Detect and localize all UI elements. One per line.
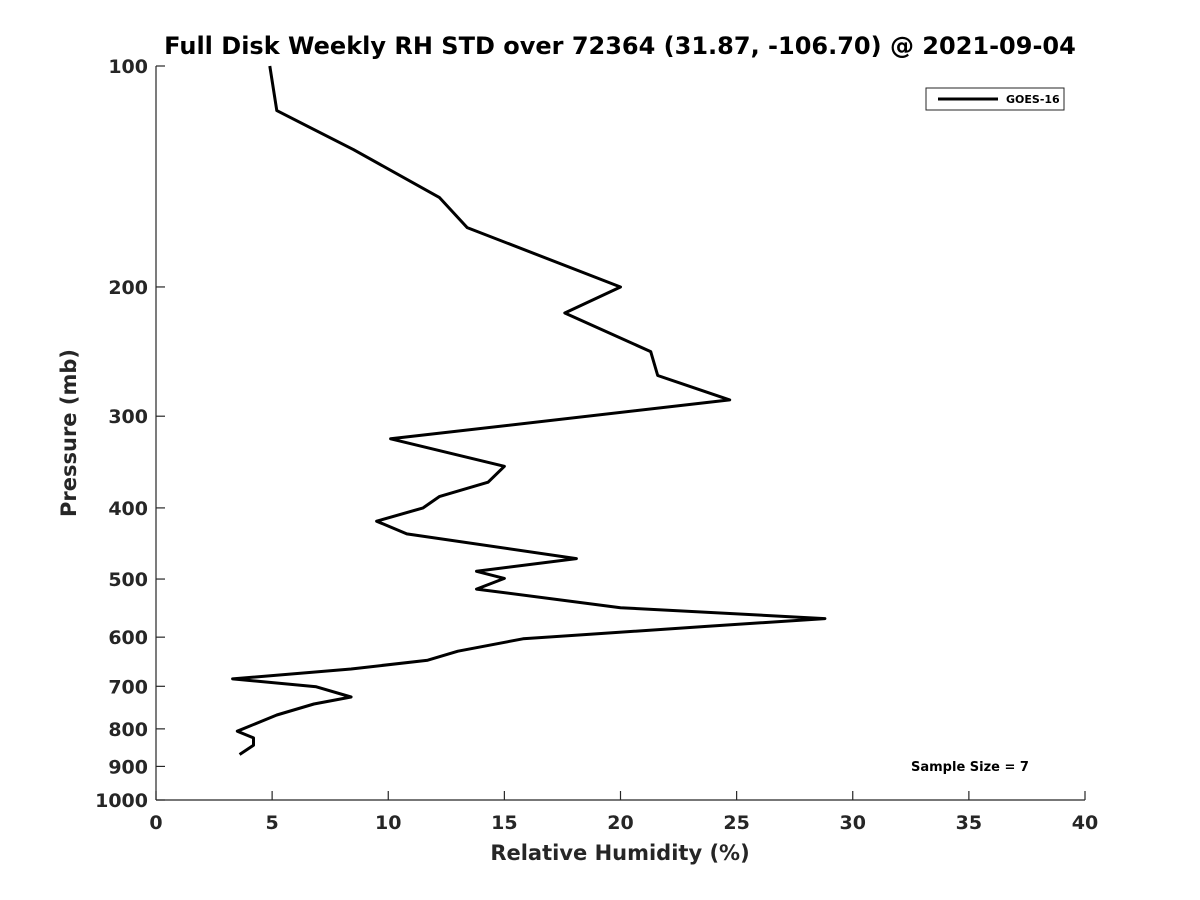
sample-size-annotation: Sample Size = 7 <box>911 760 1029 775</box>
legend: GOES-16 <box>925 87 1065 111</box>
chart-title: Full Disk Weekly RH STD over 72364 (31.8… <box>164 32 1076 60</box>
x-ticks: 0 5 10 15 20 25 30 35 40 <box>149 791 1098 834</box>
series-line-goes-16 <box>231 65 827 756</box>
y-tick-label: 100 <box>108 56 148 78</box>
y-ticks: 100 200 300 400 500 600 700 800 900 1000 <box>95 56 165 812</box>
x-tick-label: 0 <box>149 812 162 834</box>
x-tick-label: 40 <box>1072 812 1098 834</box>
y-axis-label: Pressure (mb) <box>57 349 81 517</box>
series-layer <box>231 65 827 756</box>
x-tick-label: 35 <box>956 812 982 834</box>
y-tick-label: 500 <box>108 569 148 591</box>
y-tick-label: 900 <box>108 756 148 778</box>
y-tick-label: 1000 <box>95 790 148 812</box>
x-tick-label: 15 <box>491 812 517 834</box>
y-tick-label: 700 <box>108 676 148 698</box>
x-tick-label: 20 <box>607 812 633 834</box>
y-tick-label: 600 <box>108 627 148 649</box>
x-tick-label: 30 <box>840 812 866 834</box>
y-tick-label: 200 <box>108 277 148 299</box>
x-tick-label: 5 <box>266 812 279 834</box>
y-tick-label: 800 <box>108 719 148 741</box>
y-tick-label: 300 <box>108 406 148 428</box>
y-tick-label: 400 <box>108 498 148 520</box>
x-tick-label: 25 <box>723 812 749 834</box>
legend-label-goes-16: GOES-16 <box>1006 93 1060 106</box>
x-axis-label: Relative Humidity (%) <box>490 841 749 865</box>
x-tick-label: 10 <box>375 812 401 834</box>
